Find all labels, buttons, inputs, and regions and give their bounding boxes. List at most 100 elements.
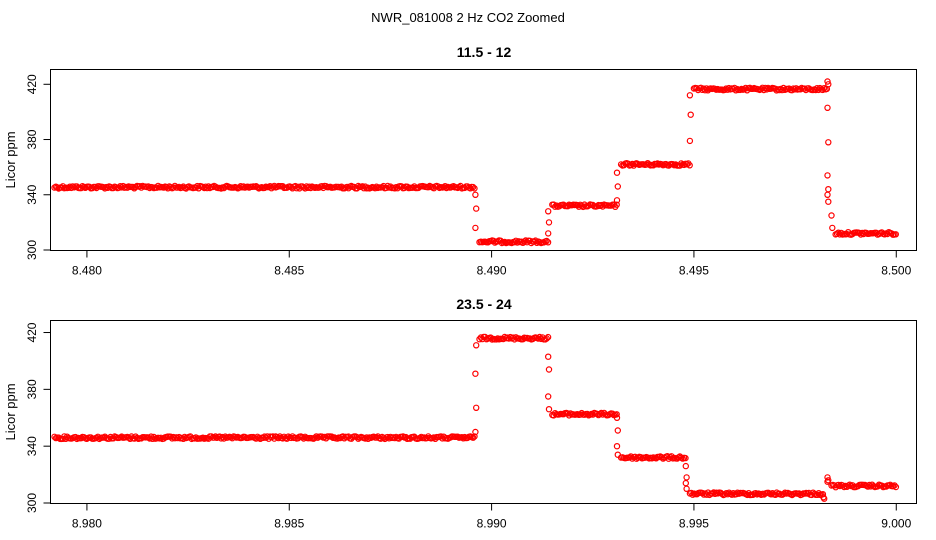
- panel-2-point: [767, 491, 775, 498]
- panel-1-point: [522, 237, 529, 244]
- panel-1-transition-point: [824, 172, 831, 179]
- panel-1-point: [564, 202, 571, 210]
- panel-1-point: [471, 185, 478, 192]
- panel-1-point: [627, 161, 635, 169]
- panel-1-transition-point: [613, 197, 621, 204]
- panel-1-transition-point: [824, 191, 831, 198]
- panel-1-point: [261, 184, 268, 192]
- panel-1-transition-point: [824, 78, 831, 85]
- panel-1-transition-point: [829, 224, 836, 232]
- panel-2-transition-point: [545, 366, 553, 373]
- panel-2-y-axis-label: Licor ppm: [3, 383, 18, 440]
- panel-2-point: [391, 434, 398, 442]
- panel-1-point: [240, 183, 247, 190]
- panel-1-point: [819, 86, 826, 94]
- panel-1-point: [763, 86, 770, 93]
- panel-1-point: [820, 84, 828, 92]
- panel-2-point: [752, 490, 759, 497]
- panel-1-point: [617, 161, 625, 168]
- panel-1-point: [813, 84, 821, 92]
- panel-1-transition-point: [545, 230, 552, 237]
- panel-1-point: [892, 231, 900, 238]
- panel-1-y-tick-label: 300: [25, 240, 39, 260]
- panel-2-point: [892, 483, 900, 491]
- panel-2-transition-point: [683, 474, 690, 481]
- panel-2-point: [728, 491, 736, 498]
- panel-1: 11.5 - 12 Licor ppm 8.480 8.485 8.490 8.495…: [3, 44, 917, 278]
- panel-2-point: [891, 482, 898, 489]
- panel-2-transition-point: [472, 428, 479, 436]
- panel-2-point: [311, 434, 319, 441]
- panel-2-point: [275, 434, 282, 442]
- panel-2-transition-point: [824, 474, 831, 481]
- panel-2-y-tick-label: 420: [25, 322, 39, 342]
- panel-1-point: [543, 237, 550, 245]
- panel-1-point: [469, 183, 477, 191]
- panel-1-y-tick-label: 380: [25, 129, 39, 149]
- panel-1-x-tick-label: 8.490: [477, 264, 507, 278]
- panel-1-transition-point: [824, 104, 831, 112]
- panel-2-point: [212, 433, 219, 440]
- panel-1-x-tick-label: 8.480: [72, 264, 102, 278]
- panel-2-y-tick-label: 380: [25, 379, 39, 399]
- panel-2-point: [613, 411, 620, 418]
- panel-1-point: [574, 201, 581, 209]
- panel-1-transition-point: [687, 111, 694, 118]
- panel-2-point: [477, 334, 485, 341]
- panel-2-point: [51, 433, 58, 440]
- panel-2-transition-point: [682, 479, 690, 487]
- panel-1-y-axis-label: Licor ppm: [3, 131, 18, 188]
- panel-2-transition-point: [473, 342, 480, 349]
- panel-2-point: [835, 481, 842, 489]
- panel-2-transition-point: [824, 478, 831, 485]
- panel-1-point: [732, 87, 740, 94]
- panel-2-transition-point: [682, 462, 690, 470]
- panel-2-transition-point: [613, 443, 621, 450]
- panel-2-point: [544, 333, 552, 341]
- panel-2: 23.5 - 24 Licor ppm 8.980 8.985 8.990 8.995…: [3, 296, 917, 531]
- panel-2-transition-point: [545, 353, 552, 360]
- panel-1-data-points: [51, 78, 900, 247]
- panel-2-x-tick-label: 8.985: [274, 517, 304, 531]
- panel-1-y-tick-label: 420: [25, 74, 39, 94]
- panel-2-x-tick-label: 8.980: [72, 517, 102, 531]
- panel-1-transition-point: [613, 169, 621, 176]
- panel-1-title: 11.5 - 12: [457, 44, 512, 60]
- panel-1-transition-point: [472, 191, 479, 198]
- panel-2-transition-point: [614, 427, 622, 434]
- panel-1-x-tick-label: 8.500: [881, 264, 911, 278]
- panel-2-transition-point: [472, 370, 479, 377]
- panel-2-data-points: [51, 333, 900, 502]
- panel-1-x-tick-label: 8.495: [679, 264, 709, 278]
- panel-1-point: [544, 239, 552, 246]
- panel-1-transition-point: [825, 139, 832, 146]
- panel-2-point: [460, 435, 467, 442]
- panel-1-transition-point: [825, 185, 832, 193]
- panel-1-y-tick-label: 340: [25, 184, 39, 204]
- panel-2-x-tick-label: 8.995: [679, 517, 709, 531]
- panel-1-transition-point: [686, 137, 694, 145]
- panel-2-point: [609, 410, 616, 417]
- panel-1-point: [613, 201, 620, 208]
- panel-2-point: [543, 335, 550, 342]
- panel-1-point: [378, 184, 386, 191]
- panel-1-transition-point: [472, 224, 479, 232]
- panel-2-point: [279, 435, 286, 442]
- panel-1-transition-point: [825, 81, 832, 88]
- panel-2-x-tick-label: 9.000: [881, 517, 911, 531]
- panel-1-transition-point: [828, 212, 835, 219]
- panel-2-point: [105, 435, 113, 442]
- panel-2-transition-point: [683, 485, 690, 492]
- panel-2-transition-point: [613, 414, 621, 421]
- panel-2-axes: 8.980 8.985 8.990 8.995 9.000 300 340 380 420: [25, 322, 912, 530]
- panel-1-transition-point: [545, 208, 552, 215]
- panel-2-y-tick-label: 340: [25, 436, 39, 456]
- panel-1-plot-frame: [50, 69, 917, 251]
- panel-2-transition-point: [821, 495, 828, 502]
- panel-1-axes: 8.480 8.485 8.490 8.495 8.500 300 340 380 420: [25, 74, 912, 278]
- panel-1-transition-point: [825, 198, 832, 205]
- panel-2-title: 23.5 - 24: [456, 296, 511, 312]
- panel-2-transition-point: [473, 404, 480, 411]
- figure-suptitle: NWR_081008 2 Hz CO2 Zoomed: [371, 10, 565, 25]
